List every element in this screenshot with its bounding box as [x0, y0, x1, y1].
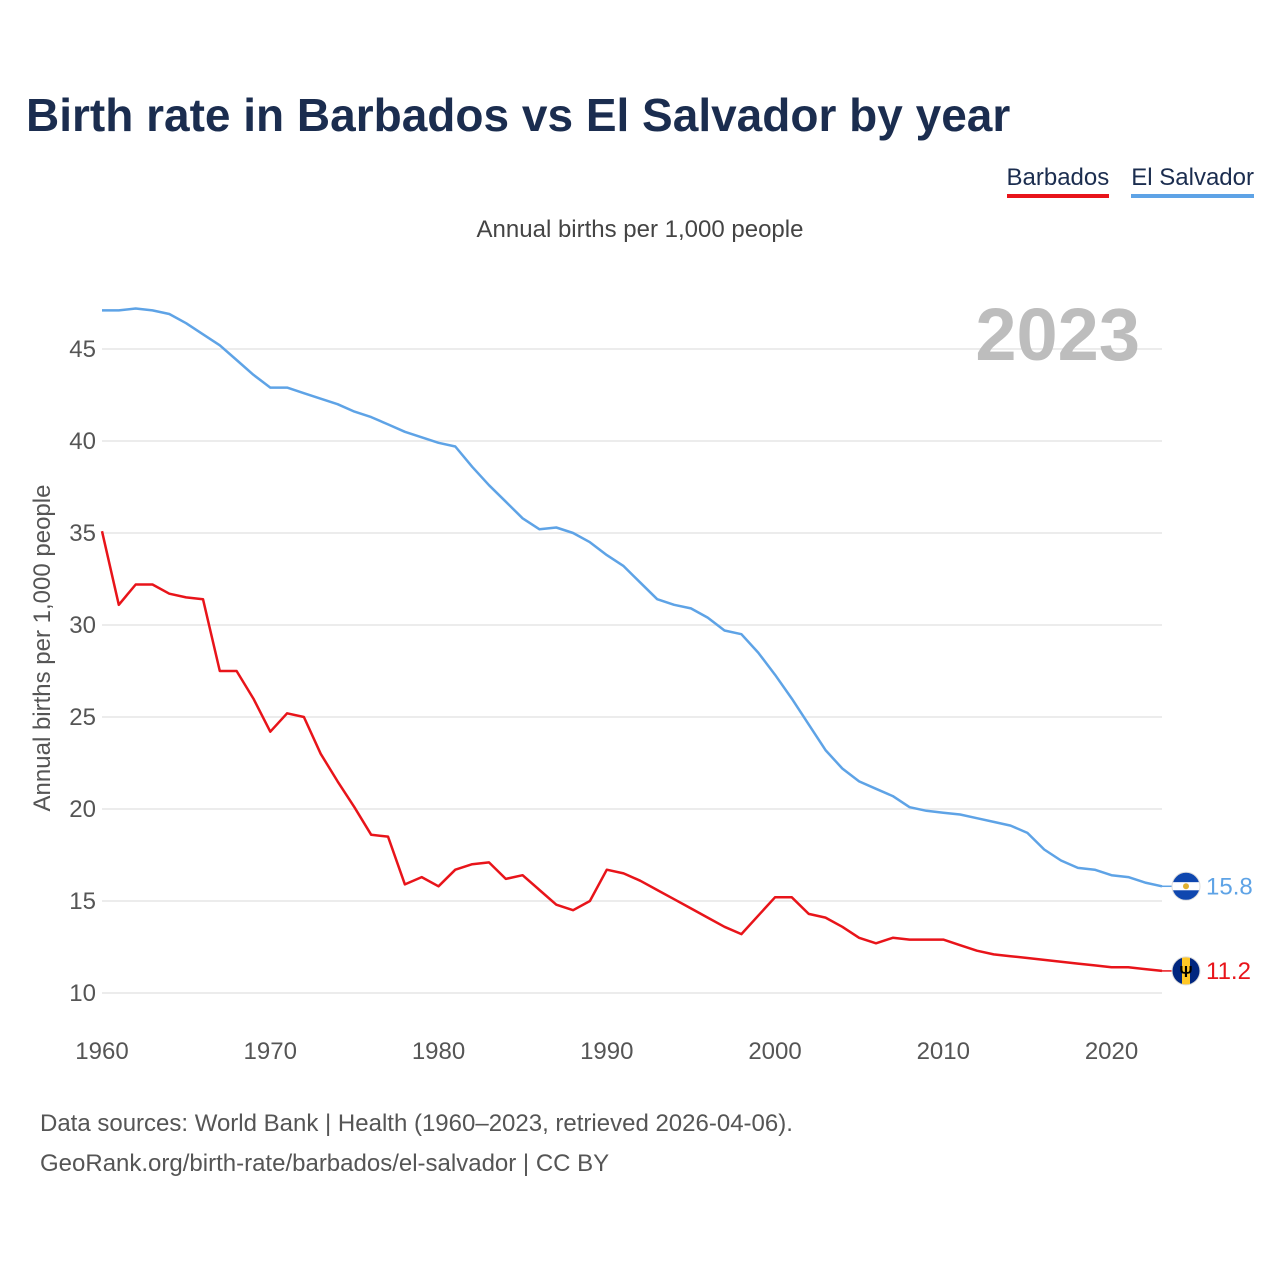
y-tick-label: 25 [69, 704, 96, 731]
x-tick-label: 2010 [917, 1038, 970, 1065]
chart-title: Birth rate in Barbados vs El Salvador by… [26, 89, 1011, 141]
svg-text:Ψ: Ψ [1180, 964, 1193, 981]
legend-item-el-salvador[interactable]: El Salvador [1131, 164, 1254, 198]
legend-item-barbados[interactable]: Barbados [1006, 164, 1110, 198]
x-axis-ticks: 1960 1970 1980 1990 2000 2010 2020 [75, 1038, 1138, 1065]
el-salvador-flag-icon [1171, 871, 1201, 901]
x-tick-label: 1960 [75, 1038, 128, 1065]
year-watermark: 2023 [975, 293, 1140, 376]
gridlines [102, 348, 1162, 994]
x-tick-label: 1970 [244, 1038, 297, 1065]
end-markers: Ψ 11.2 15.8 [1162, 871, 1253, 986]
data-source-text: Data sources: World Bank | Health (1960–… [40, 1110, 793, 1137]
y-tick-label: 15 [69, 888, 96, 915]
legend: Barbados El Salvador [1006, 164, 1254, 198]
x-tick-label: 1990 [580, 1038, 633, 1065]
y-axis-ticks: 10 15 20 25 30 35 40 45 [69, 336, 96, 1007]
end-value-label-el-salvador: 15.8 [1206, 873, 1253, 900]
series-lines [100, 307, 1163, 973]
x-tick-label: 2020 [1085, 1038, 1138, 1065]
y-tick-label: 45 [69, 336, 96, 363]
x-tick-label: 1980 [412, 1038, 465, 1065]
y-tick-label: 30 [69, 612, 96, 639]
barbados-flag-icon: Ψ [1171, 956, 1201, 986]
y-axis-label: Annual births per 1,000 people [29, 485, 56, 812]
y-tick-label: 10 [69, 980, 96, 1007]
y-tick-label: 35 [69, 520, 96, 547]
y-tick-label: 20 [69, 796, 96, 823]
end-value-label-barbados: 11.2 [1206, 958, 1251, 985]
series-line-el-salvador [102, 307, 1163, 888]
source-url-text: GeoRank.org/birth-rate/barbados/el-salva… [40, 1150, 610, 1177]
y-tick-label: 40 [69, 428, 96, 455]
footer: Data sources: World Bank | Health (1960–… [40, 1104, 793, 1184]
series-line-barbados [100, 530, 1163, 973]
chart-subtitle: Annual births per 1,000 people [476, 216, 804, 243]
x-tick-label: 2000 [748, 1038, 801, 1065]
